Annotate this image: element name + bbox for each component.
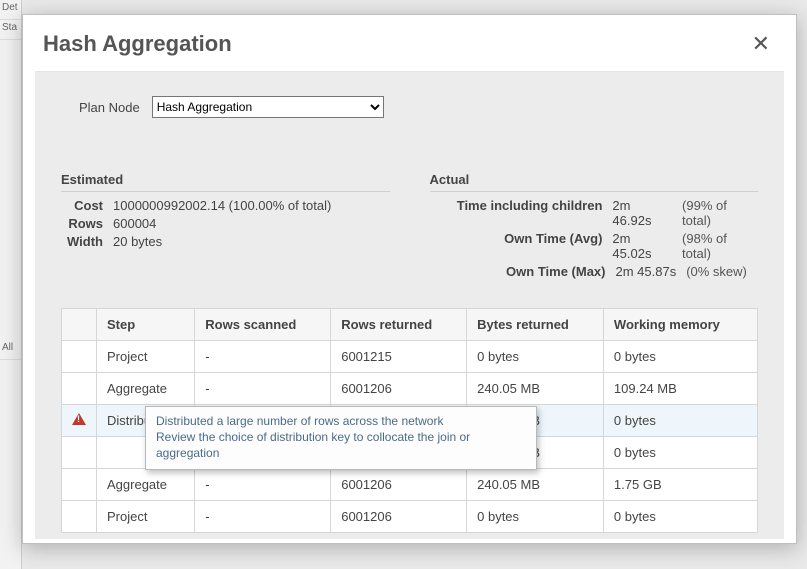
- actual-heading: Actual: [430, 172, 759, 192]
- row-step: Aggregate: [97, 373, 195, 405]
- row-mem: 0 bytes: [603, 501, 757, 533]
- row-warn-cell: [62, 437, 97, 469]
- table-header-row: Step Rows scanned Rows returned Bytes re…: [62, 309, 758, 341]
- est-rows-value: 600004: [113, 216, 156, 231]
- act-otm-pct: (0% skew): [676, 264, 747, 279]
- close-icon[interactable]: ✕: [746, 29, 776, 59]
- row-mem: 0 bytes: [603, 437, 757, 469]
- row-scanned: -: [195, 341, 331, 373]
- row-step: Aggregate: [97, 469, 195, 501]
- row-bytes: 240.05 MB: [467, 373, 604, 405]
- row-bytes: 0 bytes: [467, 501, 604, 533]
- tooltip-line2: Review the choice of distribution key to…: [156, 429, 526, 461]
- col-working-memory: Working memory: [603, 309, 757, 341]
- warning-tooltip: Distributed a large number of rows acros…: [145, 406, 537, 470]
- bg-stub-a: Det: [0, 0, 21, 20]
- actual-column: Actual Time including children2m 46.92s(…: [430, 172, 759, 282]
- plan-node-modal: Hash Aggregation ✕ Plan Node Hash Aggreg…: [22, 14, 797, 544]
- modal-title: Hash Aggregation: [43, 31, 232, 57]
- row-step: Project: [97, 341, 195, 373]
- row-scanned: -: [195, 373, 331, 405]
- row-returned: 6001206: [331, 501, 467, 533]
- row-scanned: -: [195, 469, 331, 501]
- act-tic-label: Time including children: [430, 198, 613, 228]
- col-bytes-returned: Bytes returned: [467, 309, 604, 341]
- est-rows-label: Rows: [61, 216, 113, 231]
- col-rows-returned: Rows returned: [331, 309, 467, 341]
- act-tic-pct: (99% of total): [672, 198, 758, 228]
- row-mem: 0 bytes: [603, 341, 757, 373]
- est-width-label: Width: [61, 234, 113, 249]
- row-returned: 6001206: [331, 373, 467, 405]
- act-otm-label: Own Time (Max): [430, 264, 616, 279]
- act-otm-value: 2m 45.87s: [616, 264, 677, 279]
- act-ota-value: 2m 45.02s: [612, 231, 672, 261]
- bg-stub-c: All: [0, 340, 21, 360]
- col-icon: [62, 309, 97, 341]
- row-mem: 1.75 GB: [603, 469, 757, 501]
- row-mem: 0 bytes: [603, 405, 757, 437]
- row-bytes: 240.05 MB: [467, 469, 604, 501]
- table-row[interactable]: Project - 6001206 0 bytes 0 bytes: [62, 501, 758, 533]
- est-cost-label: Cost: [61, 198, 113, 213]
- act-ota-label: Own Time (Avg): [430, 231, 613, 261]
- row-step: Project: [97, 501, 195, 533]
- estimated-column: Estimated Cost1000000992002.14 (100.00% …: [61, 172, 390, 282]
- table-row[interactable]: Project - 6001215 0 bytes 0 bytes: [62, 341, 758, 373]
- table-row[interactable]: Aggregate - 6001206 240.05 MB 109.24 MB: [62, 373, 758, 405]
- row-warn-cell: [62, 469, 97, 501]
- table-row[interactable]: Aggregate - 6001206 240.05 MB 1.75 GB: [62, 469, 758, 501]
- modal-body: Plan Node Hash Aggregation Estimated Cos…: [35, 71, 784, 539]
- row-warn-cell: [62, 405, 97, 437]
- row-warn-cell: [62, 501, 97, 533]
- act-ota-pct: (98% of total): [672, 231, 758, 261]
- plan-node-label: Plan Node: [79, 100, 140, 115]
- stats-section: Estimated Cost1000000992002.14 (100.00% …: [61, 172, 758, 282]
- row-returned: 6001215: [331, 341, 467, 373]
- plan-node-select[interactable]: Hash Aggregation: [152, 96, 384, 118]
- bg-stub-b: Sta: [0, 20, 21, 40]
- row-warn-cell: [62, 373, 97, 405]
- row-warn-cell: [62, 341, 97, 373]
- act-tic-value: 2m 46.92s: [612, 198, 672, 228]
- col-step: Step: [97, 309, 195, 341]
- background-sidebar-stub: Det Sta All: [0, 0, 22, 569]
- modal-header: Hash Aggregation ✕: [23, 15, 796, 71]
- row-returned: 6001206: [331, 469, 467, 501]
- estimated-heading: Estimated: [61, 172, 390, 192]
- warning-icon[interactable]: [72, 413, 86, 425]
- row-mem: 109.24 MB: [603, 373, 757, 405]
- row-scanned: -: [195, 501, 331, 533]
- col-rows-scanned: Rows scanned: [195, 309, 331, 341]
- plan-node-row: Plan Node Hash Aggregation: [61, 90, 758, 128]
- row-bytes: 0 bytes: [467, 341, 604, 373]
- tooltip-line1: Distributed a large number of rows acros…: [156, 413, 526, 429]
- est-cost-value: 1000000992002.14 (100.00% of total): [113, 198, 331, 213]
- est-width-value: 20 bytes: [113, 234, 162, 249]
